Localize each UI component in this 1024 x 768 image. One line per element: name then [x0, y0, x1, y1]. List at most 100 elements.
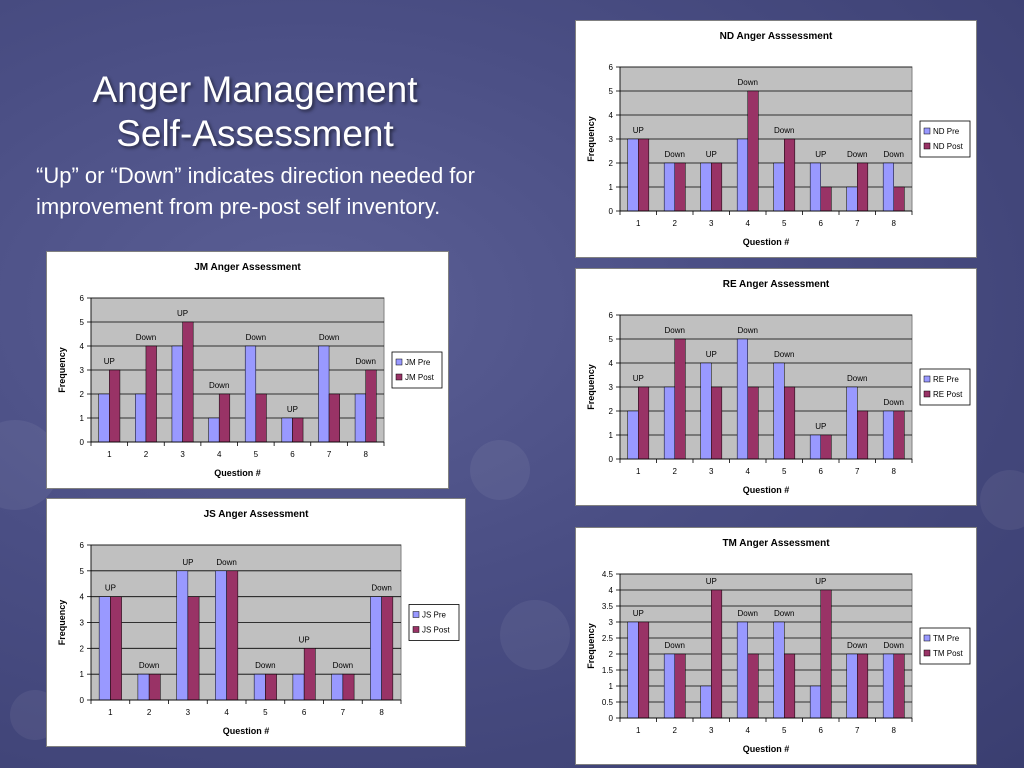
bar-pre — [736, 621, 748, 719]
legend-label-post: JM Post — [405, 373, 435, 382]
x-axis-label: Question # — [743, 237, 790, 247]
x-tick-label: 5 — [782, 219, 787, 228]
direction-annotation: Down — [884, 150, 904, 159]
legend-label-pre: JS Pre — [422, 611, 447, 620]
bar-pre — [137, 673, 150, 701]
legend-box — [919, 120, 971, 158]
legend-label-post: RE Post — [933, 390, 963, 399]
bar-post — [784, 138, 796, 212]
bar-pre — [700, 362, 712, 460]
bar-pre — [809, 685, 821, 719]
bar-post — [255, 393, 267, 443]
x-tick-label: 7 — [327, 450, 332, 459]
slide-subtitle: “Up” or “Down” indicates direction neede… — [36, 163, 475, 219]
y-tick-label: 5 — [80, 567, 85, 576]
direction-annotation: UP — [815, 150, 826, 159]
direction-annotation: Down — [847, 374, 867, 383]
bar-pre — [700, 162, 712, 212]
bar-pre — [627, 410, 639, 460]
y-tick-label: 4 — [609, 359, 614, 368]
bar-pre — [627, 138, 639, 212]
chart-svg: ND Anger Asssessment 0 1 2 3 4 5 6 Frequency 1 UP 2… — [586, 31, 971, 247]
bar-post — [342, 673, 355, 701]
direction-annotation: Down — [774, 126, 794, 135]
y-tick-label: 1 — [609, 682, 614, 691]
y-tick-label: 2 — [80, 390, 85, 399]
bar-pre — [292, 673, 305, 701]
background-bubble — [470, 440, 530, 500]
y-tick-label: 0 — [609, 207, 614, 216]
bar-pre — [663, 162, 676, 212]
background-bubble — [500, 600, 570, 670]
chart-svg: TM Anger Assessment 0 0.5 1 1.5 2 2.5 3 3.5 4 4.5 F… — [586, 538, 971, 754]
y-tick-label: 0 — [609, 714, 614, 723]
legend-swatch-pre — [923, 634, 931, 642]
x-tick-label: 4 — [224, 708, 229, 717]
y-tick-label: 4 — [609, 111, 614, 120]
slide-title: Anger Management Self-Assessment — [60, 68, 450, 156]
direction-annotation: UP — [177, 309, 188, 318]
y-tick-label: 3 — [609, 618, 614, 627]
y-tick-label: 0 — [609, 455, 614, 464]
x-tick-label: 5 — [254, 450, 259, 459]
legend-swatch-pre — [923, 375, 931, 383]
bar-post — [218, 393, 231, 443]
direction-annotation: Down — [216, 558, 236, 567]
bar-pre — [773, 162, 785, 212]
bar-post — [226, 570, 239, 701]
direction-annotation: Down — [847, 150, 867, 159]
x-tick-label: 3 — [180, 450, 185, 459]
direction-annotation: Down — [665, 326, 685, 335]
bar-post — [292, 417, 304, 443]
bar-pre — [846, 186, 858, 212]
y-axis-label: Frequency — [57, 347, 67, 393]
x-axis-label: Question # — [223, 726, 270, 736]
x-tick-label: 2 — [673, 726, 678, 735]
direction-annotation: UP — [706, 150, 717, 159]
y-tick-label: 3 — [80, 619, 85, 628]
bar-pre — [208, 417, 220, 443]
x-tick-label: 5 — [782, 726, 787, 735]
bar-post — [148, 673, 161, 701]
chart-legend: TM Pre TM Post — [919, 627, 971, 665]
direction-annotation: Down — [355, 357, 375, 366]
legend-label-pre: JM Pre — [405, 358, 431, 367]
slide-title-line: Self-Assessment — [116, 113, 394, 154]
direction-annotation: UP — [633, 126, 644, 135]
x-tick-label: 4 — [746, 726, 751, 735]
direction-annotation: Down — [738, 609, 758, 618]
x-tick-label: 2 — [144, 450, 149, 459]
slide-title-line: Anger Management — [92, 69, 418, 110]
bar-post — [857, 162, 869, 212]
y-tick-label: 6 — [609, 63, 614, 72]
y-axis-label: Frequency — [586, 623, 596, 669]
y-tick-label: 4 — [609, 586, 614, 595]
x-tick-label: 2 — [673, 219, 678, 228]
bar-post — [711, 589, 723, 719]
chart-legend: RE Pre RE Post — [919, 368, 971, 406]
chart-title: JM Anger Assessment — [194, 262, 301, 273]
bar-pre — [736, 138, 748, 212]
legend-swatch-post — [412, 626, 420, 633]
x-tick-label: 7 — [341, 708, 346, 717]
y-tick-label: 3 — [609, 383, 614, 392]
chart-legend: JS Pre JS Post — [408, 604, 460, 641]
bar-post — [857, 653, 869, 719]
x-tick-label: 2 — [673, 467, 678, 476]
legend-box — [919, 368, 971, 406]
background-bubble — [980, 470, 1024, 530]
y-tick-label: 6 — [80, 541, 85, 550]
x-tick-label: 3 — [709, 467, 714, 476]
chart-legend: JM Pre JM Post — [391, 351, 443, 389]
direction-annotation: Down — [319, 333, 339, 342]
legend-box — [919, 627, 971, 665]
bar-post — [328, 393, 340, 443]
y-tick-label: 1 — [80, 670, 85, 679]
direction-annotation: Down — [333, 661, 353, 670]
legend-swatch-pre — [412, 611, 420, 618]
bar-post — [365, 369, 377, 443]
direction-annotation: Down — [738, 78, 758, 87]
direction-annotation: UP — [706, 577, 717, 586]
tm-assessment-chart: TM Anger Assessment 0 0.5 1 1.5 2 2.5 3 3.5 4 4.5 F… — [575, 527, 977, 765]
y-tick-label: 1 — [609, 431, 614, 440]
